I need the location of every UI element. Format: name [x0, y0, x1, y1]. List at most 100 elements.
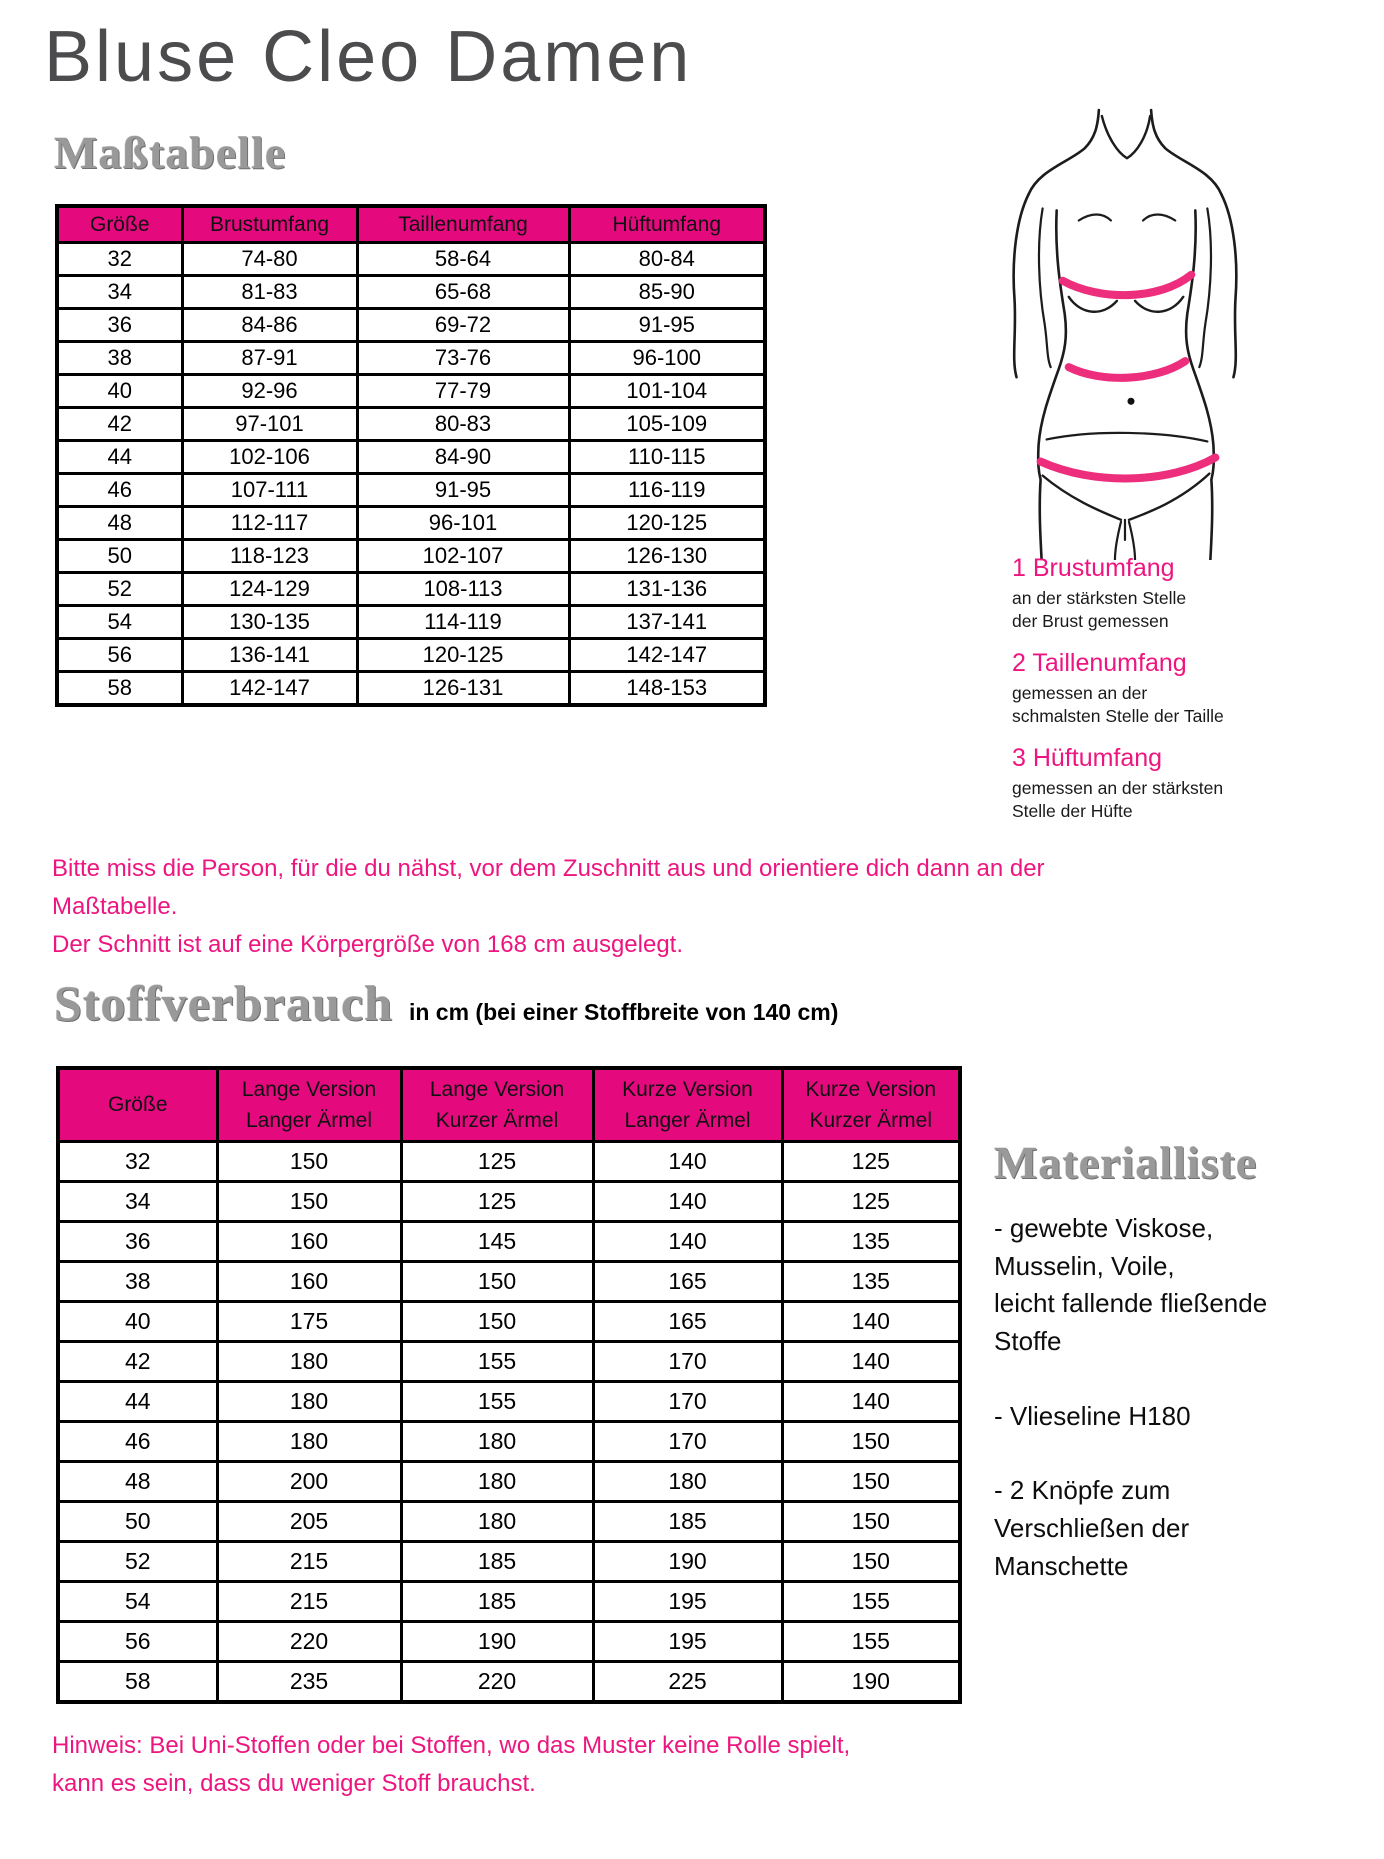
- table-cell: 160: [215, 1220, 403, 1263]
- table-cell: 58-64: [355, 241, 571, 277]
- table-cell: 195: [591, 1580, 784, 1623]
- table-cell: 165: [591, 1260, 784, 1303]
- table-cell: 180: [399, 1500, 595, 1543]
- table-cell: 136-141: [180, 637, 359, 673]
- table-cell: 155: [780, 1620, 962, 1663]
- table-row: 42 97-101 80-83 105-109: [55, 406, 767, 442]
- table-cell: 180: [215, 1340, 403, 1383]
- table-row: 38 160 150 165 135: [56, 1260, 962, 1303]
- table-row: 36 84-86 69-72 91-95: [55, 307, 767, 343]
- table-cell: 190: [399, 1620, 595, 1663]
- table-cell: 44: [56, 1380, 219, 1423]
- materials-item: - Vlieseline H180: [994, 1400, 1191, 1431]
- measure-guide-desc: gemessen an der stärksten Stelle der Hüf…: [1012, 778, 1224, 822]
- body-measurement-illustration: [1012, 108, 1238, 560]
- column-header-hueftumfang: Hüftumfang: [567, 204, 767, 244]
- table-cell: 52: [55, 571, 184, 607]
- table-cell: 118-123: [180, 538, 359, 574]
- table-row: 34 81-83 65-68 85-90: [55, 274, 767, 310]
- fabric-table: Größe Lange Version Langer Ärmel Lange V…: [56, 1066, 962, 1704]
- table-cell: 50: [55, 538, 184, 574]
- table-cell: 125: [780, 1180, 962, 1223]
- table-row: 54 215 185 195 155: [56, 1580, 962, 1623]
- table-cell: 220: [215, 1620, 403, 1663]
- table-cell: 190: [591, 1540, 784, 1583]
- table-cell: 77-79: [355, 373, 571, 409]
- table-cell: 34: [55, 274, 184, 310]
- table-cell: 140: [591, 1220, 784, 1263]
- table-cell: 84-86: [180, 307, 359, 343]
- table-row: 44 102-106 84-90 110-115: [55, 439, 767, 475]
- table-cell: 120-125: [355, 637, 571, 673]
- table-cell: 107-111: [180, 472, 359, 508]
- table-cell: 150: [780, 1540, 962, 1583]
- table-cell: 80-83: [355, 406, 571, 442]
- table-cell: 131-136: [567, 571, 767, 607]
- column-header-kurz-kurz: Kurze Version Kurzer Ärmel: [780, 1066, 962, 1143]
- table-cell: 74-80: [180, 241, 359, 277]
- table-cell: 185: [399, 1580, 595, 1623]
- measure-guide-label: 2 Taillenumfang: [1012, 649, 1187, 678]
- table-row: 54 130-135 114-119 137-141: [55, 604, 767, 640]
- size-table-heading: Maßtabelle: [54, 127, 287, 178]
- column-header-kurz-lang: Kurze Version Langer Ärmel: [591, 1066, 784, 1143]
- table-cell: 85-90: [567, 274, 767, 310]
- table-row: 40 92-96 77-79 101-104: [55, 373, 767, 409]
- table-cell: 116-119: [567, 472, 767, 508]
- fabric-table-header-row: Größe Lange Version Langer Ärmel Lange V…: [56, 1066, 962, 1143]
- table-cell: 225: [591, 1660, 784, 1704]
- page-title: Bluse Cleo Damen: [44, 17, 693, 97]
- table-cell: 58: [56, 1660, 219, 1704]
- table-cell: 87-91: [180, 340, 359, 376]
- table-cell: 180: [399, 1420, 595, 1463]
- table-cell: 205: [215, 1500, 403, 1543]
- table-cell: 148-153: [567, 670, 767, 707]
- table-cell: 142-147: [180, 670, 359, 707]
- fabric-table-heading: Stoffverbrauch: [54, 975, 393, 1031]
- table-cell: 80-84: [567, 241, 767, 277]
- fabric-heading-row: Stoffverbrauch in cm (bei einer Stoffbre…: [54, 978, 838, 1028]
- measure-guide-item: 3 Hüftumfang gemessen an der stärksten S…: [1012, 744, 1362, 823]
- size-table-header-row: Größe Brustumfang Taillenumfang Hüftumfa…: [55, 204, 767, 244]
- table-cell: 215: [215, 1580, 403, 1623]
- table-cell: 145: [399, 1220, 595, 1263]
- table-cell: 155: [399, 1380, 595, 1423]
- table-cell: 36: [55, 307, 184, 343]
- table-row: 32 150 125 140 125: [56, 1140, 962, 1183]
- table-cell: 46: [55, 472, 184, 508]
- table-cell: 125: [780, 1140, 962, 1183]
- table-cell: 137-141: [567, 604, 767, 640]
- table-cell: 46: [56, 1420, 219, 1463]
- materials-heading: Materialliste: [994, 1137, 1258, 1188]
- table-row: 36 160 145 140 135: [56, 1220, 962, 1263]
- table-cell: 32: [55, 241, 184, 277]
- table-cell: 54: [56, 1580, 219, 1623]
- table-cell: 195: [591, 1620, 784, 1663]
- table-cell: 125: [399, 1180, 595, 1223]
- table-cell: 135: [780, 1220, 962, 1263]
- measure-guide-desc: gemessen an der schmalsten Stelle der Ta…: [1012, 683, 1224, 727]
- table-row: 38 87-91 73-76 96-100: [55, 340, 767, 376]
- table-cell: 170: [591, 1340, 784, 1383]
- table-cell: 112-117: [180, 505, 359, 541]
- table-cell: 150: [780, 1460, 962, 1503]
- fabric-note: Hinweis: Bei Uni-Stoffen oder bei Stoffe…: [52, 1732, 851, 1797]
- table-row: 50 118-123 102-107 126-130: [55, 538, 767, 574]
- measurement-note: Bitte miss die Person, für die du nähst,…: [52, 855, 1045, 958]
- table-cell: 105-109: [567, 406, 767, 442]
- table-cell: 125: [399, 1140, 595, 1183]
- table-cell: 91-95: [567, 307, 767, 343]
- materials-list: - gewebte Viskose, Musselin, Voile, leic…: [994, 1210, 1334, 1623]
- table-cell: 56: [56, 1620, 219, 1663]
- table-cell: 150: [780, 1420, 962, 1463]
- measure-guide-label: 1 Brustumfang: [1012, 554, 1175, 582]
- table-cell: 140: [591, 1180, 784, 1223]
- table-cell: 114-119: [355, 604, 571, 640]
- table-cell: 38: [55, 340, 184, 376]
- table-row: 46 180 180 170 150: [56, 1420, 962, 1463]
- table-cell: 110-115: [567, 439, 767, 475]
- table-cell: 165: [591, 1300, 784, 1343]
- table-cell: 150: [399, 1260, 595, 1303]
- table-cell: 56: [55, 637, 184, 673]
